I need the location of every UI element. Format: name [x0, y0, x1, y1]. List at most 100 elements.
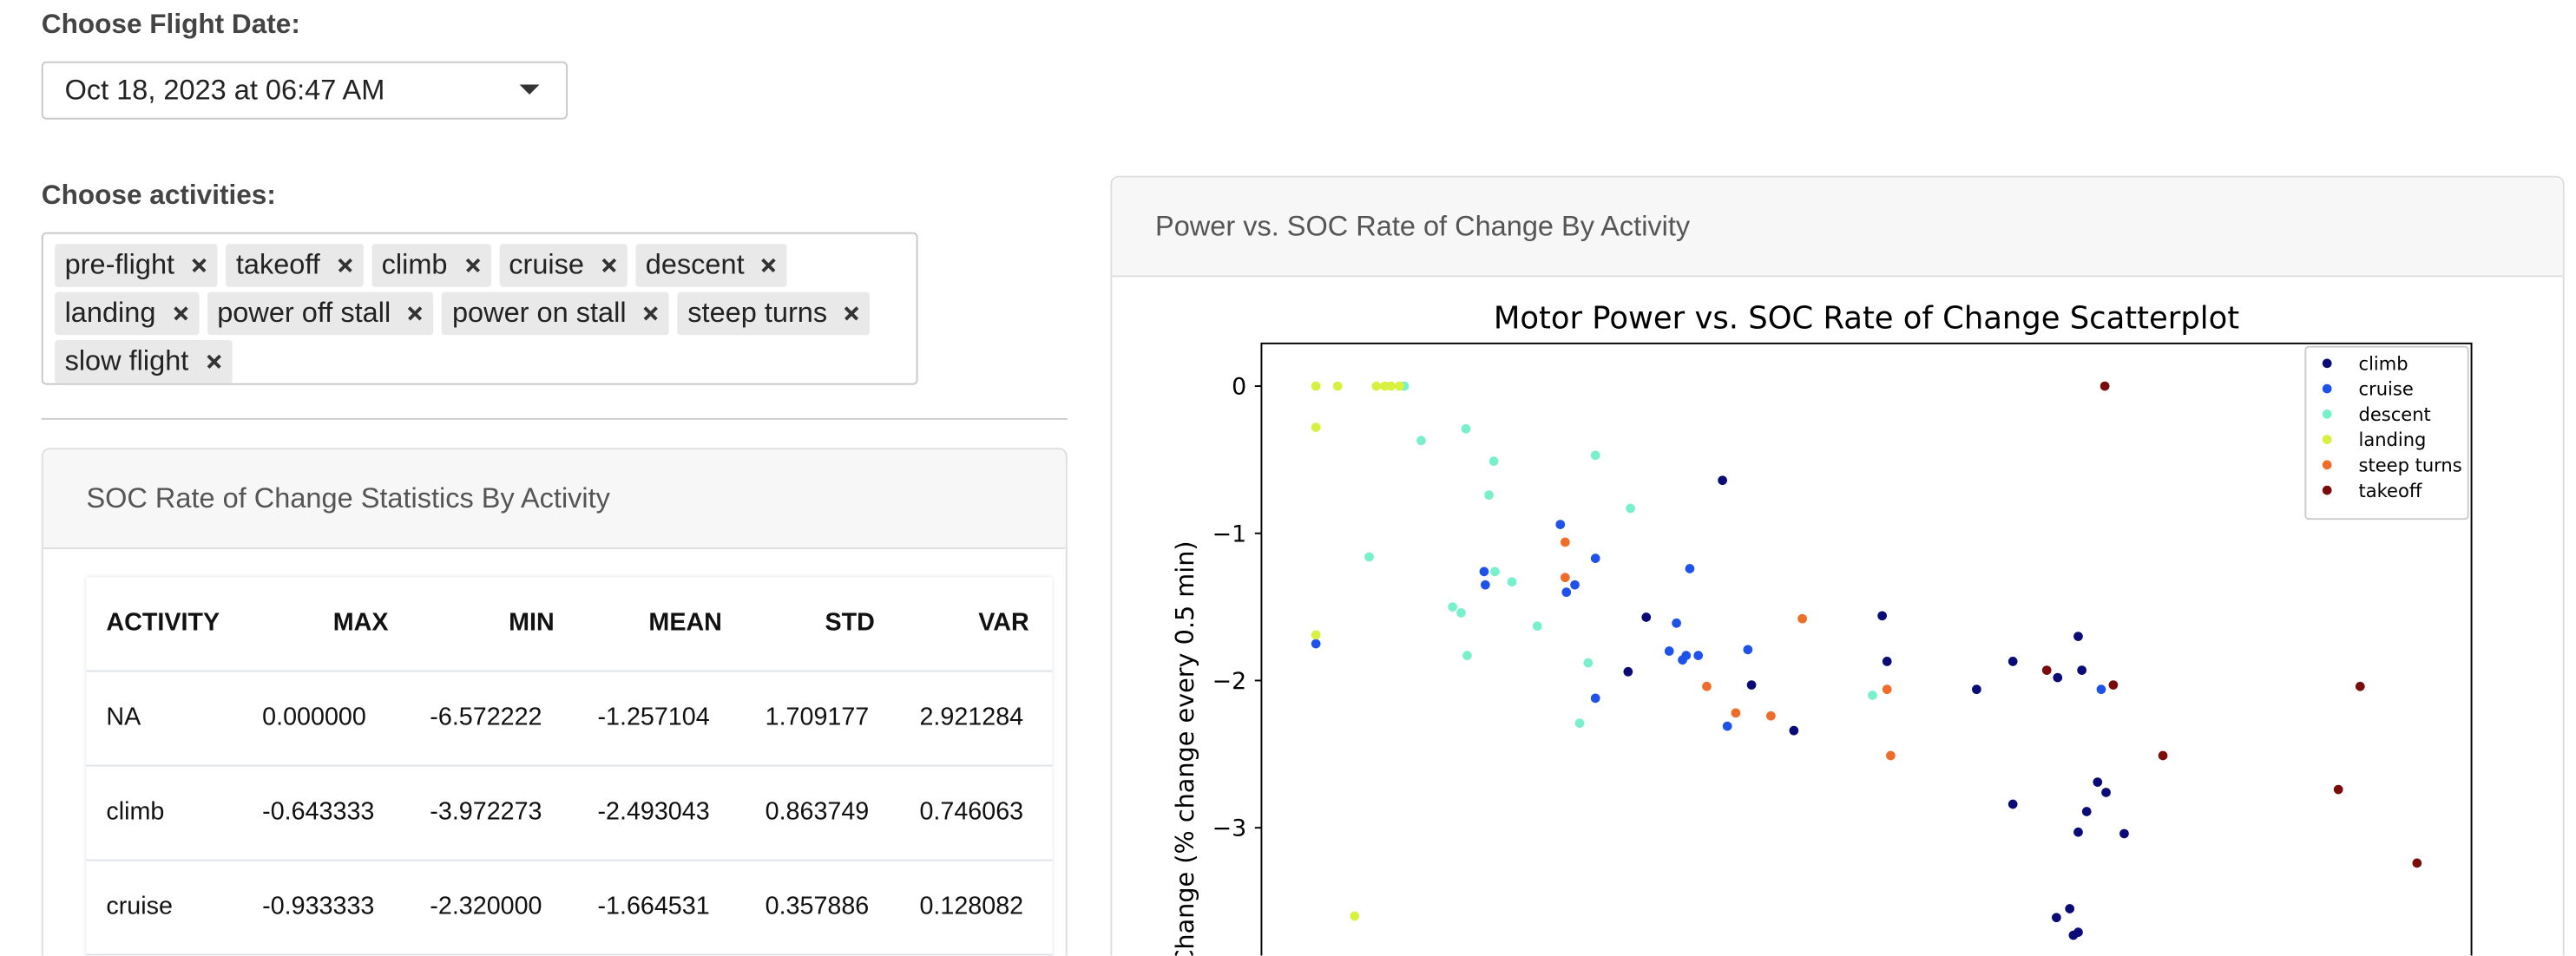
- point: [2412, 858, 2422, 868]
- y-tick-label: −1: [1212, 521, 1246, 547]
- y-axis-label: Change (% change every 0.5 min): [1170, 540, 1199, 955]
- point: [1693, 651, 1704, 660]
- legend-marker: [2322, 485, 2332, 495]
- tag: steep turns: [677, 291, 871, 336]
- tag-label: climb: [381, 248, 448, 281]
- legend-marker: [2322, 409, 2332, 419]
- row-border: [86, 953, 1053, 956]
- caret: [519, 84, 540, 95]
- header-cell: STD: [825, 608, 875, 638]
- legend-marker: [2322, 383, 2332, 394]
- plot-frame: [1260, 342, 2473, 956]
- point: [1718, 475, 1727, 486]
- header-cell: ACTIVITY: [106, 608, 220, 638]
- point: [1882, 657, 1892, 666]
- point: [2093, 777, 2103, 787]
- point: [2355, 681, 2365, 691]
- tag-label: slow flight: [64, 344, 189, 377]
- point: [1886, 750, 1896, 761]
- y-tick-label: −3: [1212, 815, 1246, 842]
- tag: landing: [55, 291, 200, 336]
- point: [1972, 684, 1981, 695]
- tag-input[interactable]: pre-flight takeoff climb cruise descent landi…: [41, 232, 918, 385]
- tag: cruise: [498, 244, 628, 287]
- header-cell: VAR: [978, 608, 1029, 638]
- point: [2119, 828, 2129, 839]
- tag: descent: [635, 244, 788, 287]
- point: [1332, 381, 1343, 391]
- point: [1664, 646, 1674, 656]
- table-cell: -1.257104: [597, 703, 710, 732]
- date-value: Oct 18, 2023 at 06:47 AM: [64, 75, 385, 107]
- tag-label: steep turns: [687, 297, 828, 329]
- point: [2008, 657, 2018, 666]
- point: [1590, 693, 1600, 704]
- legend-label: takeoff: [2359, 480, 2422, 501]
- table-cell: NA: [106, 703, 141, 732]
- activities-label: Choose activities:: [41, 180, 276, 211]
- legend-marker: [2322, 460, 2332, 470]
- point: [1555, 520, 1566, 529]
- tag: power off stall: [207, 291, 434, 336]
- header-cell: MEAN: [648, 608, 722, 638]
- point: [1702, 681, 1712, 691]
- point: [1789, 725, 1799, 736]
- point: [1311, 630, 1321, 640]
- point: [2068, 930, 2079, 940]
- tag-label: landing: [64, 297, 156, 329]
- point: [2101, 788, 2111, 797]
- point: [1882, 684, 1892, 695]
- point: [2073, 632, 2083, 641]
- tag: pre-flight: [55, 244, 218, 287]
- point: [1350, 911, 1360, 921]
- point: [1766, 710, 1776, 721]
- stats-card: SOC Rate of Change Statistics By Activit…: [41, 448, 1068, 956]
- point: [1448, 602, 1458, 612]
- point: [1570, 579, 1580, 590]
- point: [1731, 708, 1741, 718]
- point: [1672, 618, 1681, 628]
- point: [2053, 672, 2063, 683]
- stats-table: ACTIVITY MAX MIN MEAN STD VAR NA 0.000000 -6.572…: [86, 578, 1053, 956]
- card-header: Power vs. SOC Rate of Change By Activity: [1112, 177, 2563, 278]
- point: [1395, 381, 1404, 391]
- point: [1371, 381, 1382, 391]
- table-cell: -6.572222: [430, 703, 542, 732]
- point: [1722, 721, 1732, 731]
- point: [1490, 566, 1500, 577]
- point: [1743, 645, 1753, 655]
- point: [1488, 456, 1499, 466]
- point: [2065, 904, 2075, 913]
- table-cell: -3.972273: [430, 797, 542, 827]
- tag-label: cruise: [509, 248, 584, 281]
- table-cell: -1.664531: [597, 892, 710, 921]
- table-cell: -0.643333: [262, 797, 375, 827]
- chart-title: Motor Power vs. SOC Rate of Change Scatt…: [1494, 301, 2239, 337]
- point: [2008, 799, 2018, 809]
- table-cell: 0.863749: [765, 797, 870, 827]
- point: [1561, 587, 1572, 598]
- legend-marker: [2322, 358, 2332, 369]
- divider: [41, 417, 1068, 420]
- point: [1623, 666, 1633, 677]
- y-tick-label: −2: [1212, 668, 1246, 695]
- tag-label: pre-flight: [64, 248, 175, 281]
- tag: slow flight: [55, 340, 233, 383]
- point: [1479, 566, 1489, 577]
- point: [2333, 784, 2343, 795]
- y-tick-label: 0: [1232, 374, 1246, 401]
- point: [1416, 435, 1426, 446]
- point: [1311, 638, 1321, 649]
- legend-marker: [2322, 435, 2332, 444]
- point: [2052, 913, 2061, 923]
- point: [2077, 665, 2087, 675]
- point: [1532, 621, 1542, 632]
- point: [1386, 381, 1396, 391]
- table-cell: -2.320000: [430, 892, 542, 921]
- date-select[interactable]: Oct 18, 2023 at 06:47 AM: [41, 61, 568, 120]
- point: [2081, 807, 2092, 816]
- table-cell: 2.921284: [919, 703, 1024, 732]
